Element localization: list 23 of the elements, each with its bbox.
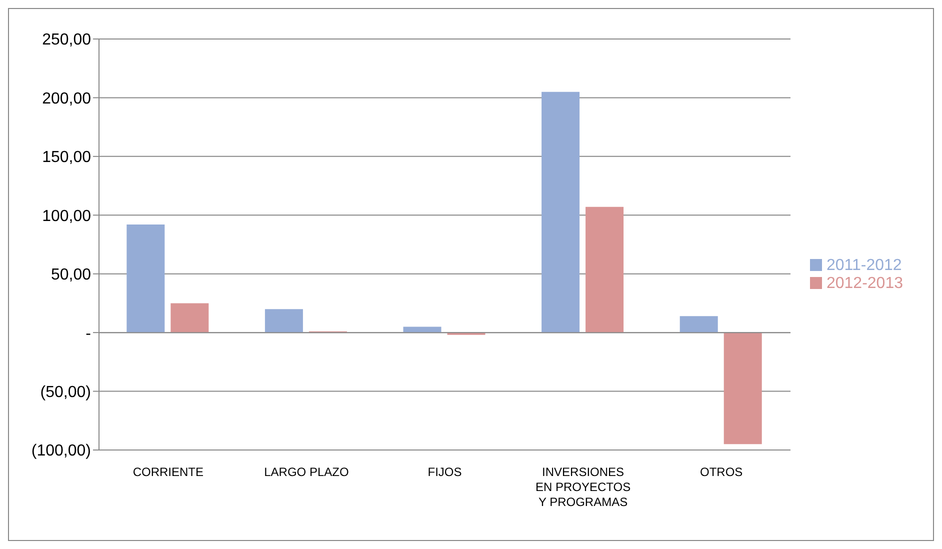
bar xyxy=(170,303,209,333)
legend-label: 2012-2013 xyxy=(826,274,903,292)
y-tick-label: - xyxy=(86,325,91,342)
legend-label: 2011-2012 xyxy=(826,256,902,274)
y-tick-label: 150,00 xyxy=(42,149,92,166)
bar xyxy=(403,326,442,333)
y-tick-label: 200,00 xyxy=(42,90,92,108)
bar xyxy=(586,206,624,333)
bar xyxy=(542,92,580,333)
x-tick-label: LARGO PLAZO xyxy=(264,465,349,479)
bar xyxy=(126,224,165,333)
bar xyxy=(680,316,718,333)
x-tick-label: INVERSIONES EN PROYECTOS Y PROGRAMAS xyxy=(535,465,631,509)
y-tick-label: 100,00 xyxy=(42,208,92,225)
bar xyxy=(264,309,303,333)
y-tick-label: (50,00) xyxy=(40,384,91,401)
x-tick-label: OTROS xyxy=(700,465,743,479)
x-tick-label: CORRIENTE xyxy=(132,465,204,479)
y-tick-label: 250,00 xyxy=(42,32,92,49)
bar xyxy=(724,332,762,444)
y-tick-label: 50,00 xyxy=(50,266,92,284)
x-tick-label: FIJOS xyxy=(428,465,462,479)
y-tick-label: (100,00) xyxy=(31,442,91,460)
